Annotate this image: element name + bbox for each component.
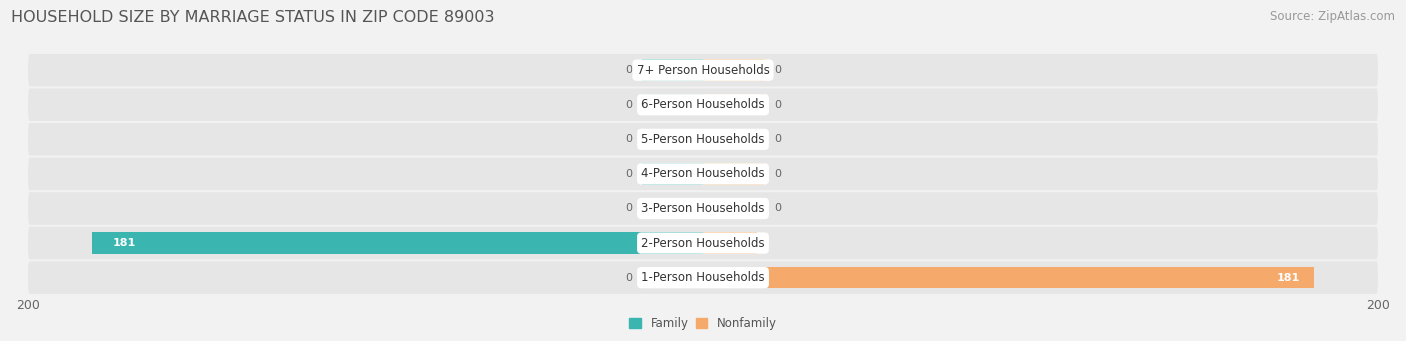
Text: 0: 0 bbox=[773, 134, 780, 144]
Text: 181: 181 bbox=[1277, 273, 1301, 283]
Bar bbox=[703, 129, 763, 150]
Text: 0: 0 bbox=[626, 169, 633, 179]
Text: 6-Person Households: 6-Person Households bbox=[641, 98, 765, 111]
FancyBboxPatch shape bbox=[28, 227, 1378, 259]
Text: 4-Person Households: 4-Person Households bbox=[641, 167, 765, 180]
Text: 0: 0 bbox=[626, 204, 633, 213]
Bar bbox=[703, 94, 763, 116]
Bar bbox=[643, 163, 703, 184]
Text: 0: 0 bbox=[773, 169, 780, 179]
Text: 1-Person Households: 1-Person Households bbox=[641, 271, 765, 284]
FancyBboxPatch shape bbox=[28, 54, 1378, 86]
Text: 0: 0 bbox=[626, 65, 633, 75]
Text: 0: 0 bbox=[773, 65, 780, 75]
Text: 7+ Person Households: 7+ Person Households bbox=[637, 64, 769, 77]
Text: HOUSEHOLD SIZE BY MARRIAGE STATUS IN ZIP CODE 89003: HOUSEHOLD SIZE BY MARRIAGE STATUS IN ZIP… bbox=[11, 10, 495, 25]
FancyBboxPatch shape bbox=[28, 262, 1378, 294]
Text: 2-Person Households: 2-Person Households bbox=[641, 237, 765, 250]
Text: 5-Person Households: 5-Person Households bbox=[641, 133, 765, 146]
Bar bbox=[643, 198, 703, 219]
Bar bbox=[93, 232, 703, 254]
Text: 181: 181 bbox=[112, 238, 136, 248]
Text: 0: 0 bbox=[626, 273, 633, 283]
Legend: Family, Nonfamily: Family, Nonfamily bbox=[624, 312, 782, 335]
Text: Source: ZipAtlas.com: Source: ZipAtlas.com bbox=[1270, 10, 1395, 23]
Bar bbox=[643, 129, 703, 150]
FancyBboxPatch shape bbox=[28, 158, 1378, 190]
FancyBboxPatch shape bbox=[28, 192, 1378, 225]
Text: 0: 0 bbox=[773, 204, 780, 213]
Bar bbox=[703, 267, 1313, 288]
Bar bbox=[643, 94, 703, 116]
Bar bbox=[643, 59, 703, 81]
Bar bbox=[703, 198, 763, 219]
Text: 0: 0 bbox=[773, 100, 780, 110]
Text: 0: 0 bbox=[626, 134, 633, 144]
Text: 16: 16 bbox=[728, 238, 744, 248]
FancyBboxPatch shape bbox=[28, 123, 1378, 155]
Bar bbox=[643, 267, 703, 288]
Bar bbox=[703, 59, 763, 81]
Bar bbox=[703, 163, 763, 184]
FancyBboxPatch shape bbox=[28, 89, 1378, 121]
Text: 3-Person Households: 3-Person Households bbox=[641, 202, 765, 215]
Text: 0: 0 bbox=[626, 100, 633, 110]
Bar bbox=[703, 232, 756, 254]
